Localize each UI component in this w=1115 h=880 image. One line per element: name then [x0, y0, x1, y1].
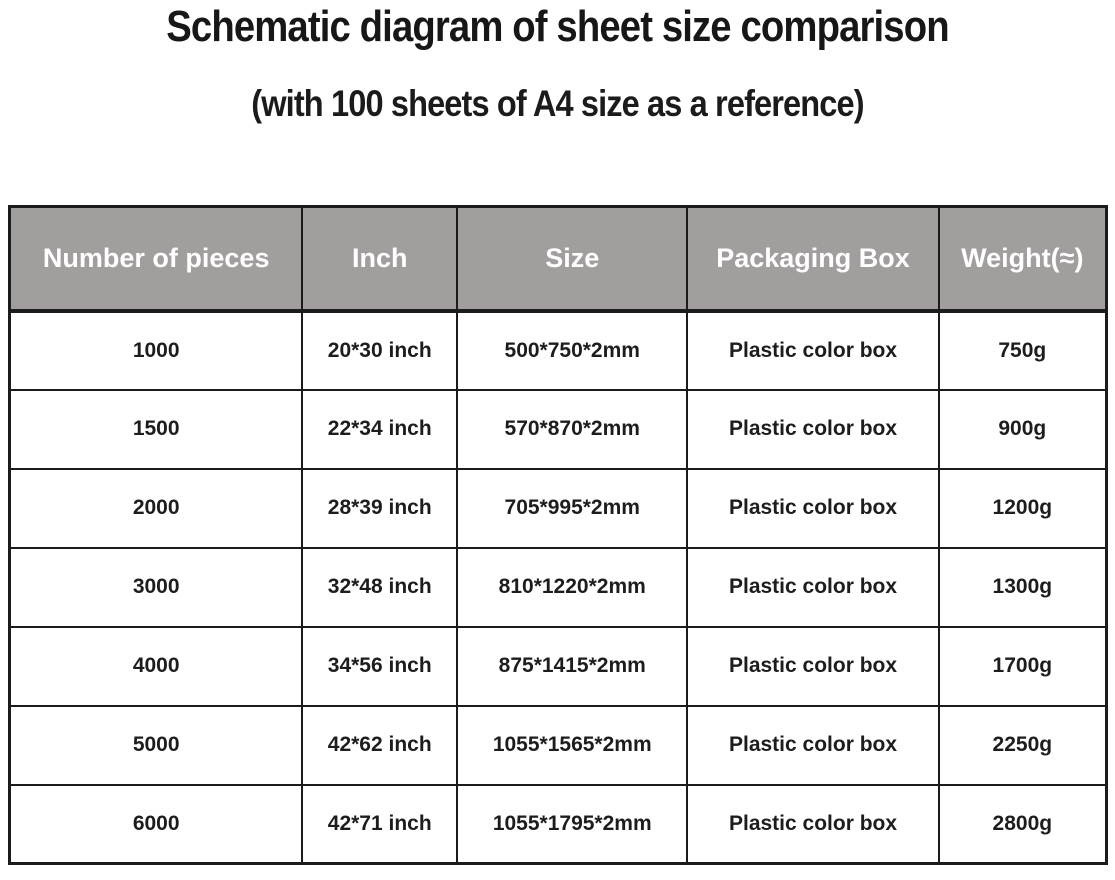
cell-packaging: Plastic color box — [686, 625, 940, 707]
table-header-row: Number of pieces Inch Size Packaging Box… — [8, 205, 1108, 313]
cell-weight: 2250g — [937, 704, 1108, 786]
cell-packaging: Plastic color box — [686, 704, 940, 786]
cell-weight: 1700g — [937, 625, 1108, 707]
page-title: Schematic diagram of sheet size comparis… — [166, 2, 949, 51]
cell-size: 810*1220*2mm — [456, 546, 689, 628]
cell-size: 570*870*2mm — [456, 388, 689, 470]
table-row: 5000 42*62 inch 1055*1565*2mm Plastic color… — [8, 704, 1108, 786]
cell-inch: 28*39 inch — [301, 467, 459, 549]
cell-size: 500*750*2mm — [456, 309, 689, 391]
cell-weight: 1300g — [937, 546, 1108, 628]
cell-inch: 42*71 inch — [301, 783, 459, 865]
table-row: 3000 32*48 inch 810*1220*2mm Plastic color … — [8, 546, 1108, 628]
col-header-inch: Inch — [301, 205, 459, 313]
cell-weight: 2800g — [937, 783, 1108, 865]
col-header-number-of-pieces: Number of pieces — [8, 205, 304, 313]
cell-packaging: Plastic color box — [686, 546, 940, 628]
cell-inch: 32*48 inch — [301, 546, 459, 628]
cell-packaging: Plastic color box — [686, 783, 940, 865]
cell-pieces: 1000 — [8, 309, 304, 391]
cell-packaging: Plastic color box — [686, 388, 940, 470]
col-header-packaging-box: Packaging Box — [686, 205, 940, 313]
cell-size: 1055*1565*2mm — [456, 704, 689, 786]
table-row: 1500 22*34 inch 570*870*2mm Plastic color b… — [8, 388, 1108, 470]
cell-weight: 1200g — [937, 467, 1108, 549]
cell-inch: 20*30 inch — [301, 309, 459, 391]
cell-packaging: Plastic color box — [686, 309, 940, 391]
cell-inch: 34*56 inch — [301, 625, 459, 707]
cell-pieces: 2000 — [8, 467, 304, 549]
sheet-size-table: Number of pieces Inch Size Packaging Box… — [8, 205, 1108, 865]
cell-inch: 22*34 inch — [301, 388, 459, 470]
col-header-weight: Weight(≈) — [937, 205, 1108, 313]
table-header: Number of pieces Inch Size Packaging Box… — [8, 205, 1108, 313]
cell-inch: 42*62 inch — [301, 704, 459, 786]
cell-pieces: 1500 — [8, 388, 304, 470]
cell-size: 1055*1795*2mm — [456, 783, 689, 865]
cell-packaging: Plastic color box — [686, 467, 940, 549]
table-row: 1000 20*30 inch 500*750*2mm Plastic color b… — [8, 309, 1108, 391]
cell-pieces: 3000 — [8, 546, 304, 628]
cell-weight: 750g — [937, 309, 1108, 391]
cell-pieces: 6000 — [8, 783, 304, 865]
cell-pieces: 4000 — [8, 625, 304, 707]
cell-size: 705*995*2mm — [456, 467, 689, 549]
col-header-size: Size — [456, 205, 689, 313]
table-row: 4000 34*56 inch 875*1415*2mm Plastic color … — [8, 625, 1108, 707]
table-row: 2000 28*39 inch 705*995*2mm Plastic color b… — [8, 467, 1108, 549]
cell-pieces: 5000 — [8, 704, 304, 786]
cell-weight: 900g — [937, 388, 1108, 470]
page-subtitle: (with 100 sheets of A4 size as a referen… — [251, 83, 864, 124]
table-row: 6000 42*71 inch 1055*1795*2mm Plastic color… — [8, 783, 1108, 865]
table-body: 1000 20*30 inch 500*750*2mm Plastic color b… — [8, 309, 1108, 865]
cell-size: 875*1415*2mm — [456, 625, 689, 707]
